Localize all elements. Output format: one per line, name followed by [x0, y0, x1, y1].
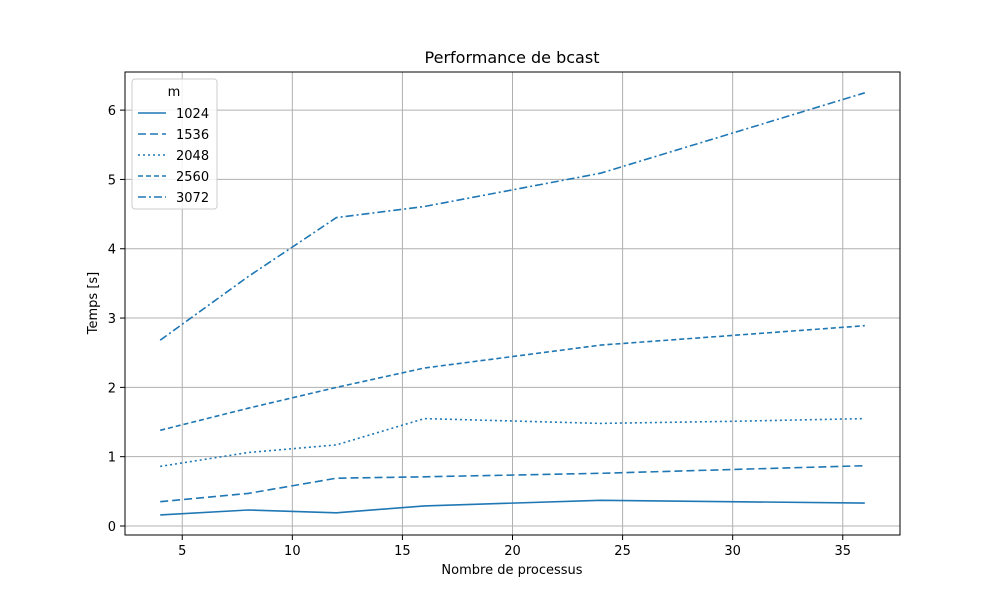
y-axis: 0 1 2 3 4 5 6	[108, 104, 125, 535]
series-line-1024	[160, 499, 865, 516]
y-tick-label: 0	[108, 520, 116, 535]
chart-title: Performance de bcast	[425, 48, 600, 67]
x-tick-label: 20	[504, 544, 521, 559]
y-tick-label: 4	[108, 243, 116, 258]
legend-label-2048: 2048	[176, 149, 209, 164]
legend: m 1024 1536 2048 2560 3072	[131, 78, 218, 210]
legend-label-1536: 1536	[176, 128, 209, 143]
x-tick-label: 10	[284, 544, 301, 559]
series-group	[159, 92, 866, 516]
y-tick-label: 2	[108, 381, 116, 396]
series-line-1536	[160, 464, 865, 503]
y-tick-label: 5	[108, 173, 116, 188]
x-axis: 5 10 15 20 25 30 35	[178, 535, 851, 559]
x-tick-label: 30	[724, 544, 741, 559]
legend-title: m	[168, 85, 181, 100]
series-line-2560	[160, 324, 865, 432]
legend-label-2560: 2560	[176, 170, 209, 185]
x-tick-label: 5	[178, 544, 186, 559]
x-tick-label: 25	[614, 544, 631, 559]
x-tick-label: 15	[394, 544, 411, 559]
y-axis-label: Temps [s]	[86, 272, 101, 335]
grid	[125, 72, 900, 535]
legend-box	[131, 78, 218, 210]
x-axis-label: Nombre de processus	[441, 563, 582, 578]
legend-label-1024: 1024	[176, 107, 209, 122]
x-tick-label: 35	[834, 544, 851, 559]
y-tick-label: 6	[108, 104, 116, 119]
y-tick-label: 1	[108, 451, 116, 466]
legend-label-3072: 3072	[176, 191, 209, 206]
series-line-3072	[159, 92, 866, 341]
y-tick-label: 3	[108, 312, 116, 327]
